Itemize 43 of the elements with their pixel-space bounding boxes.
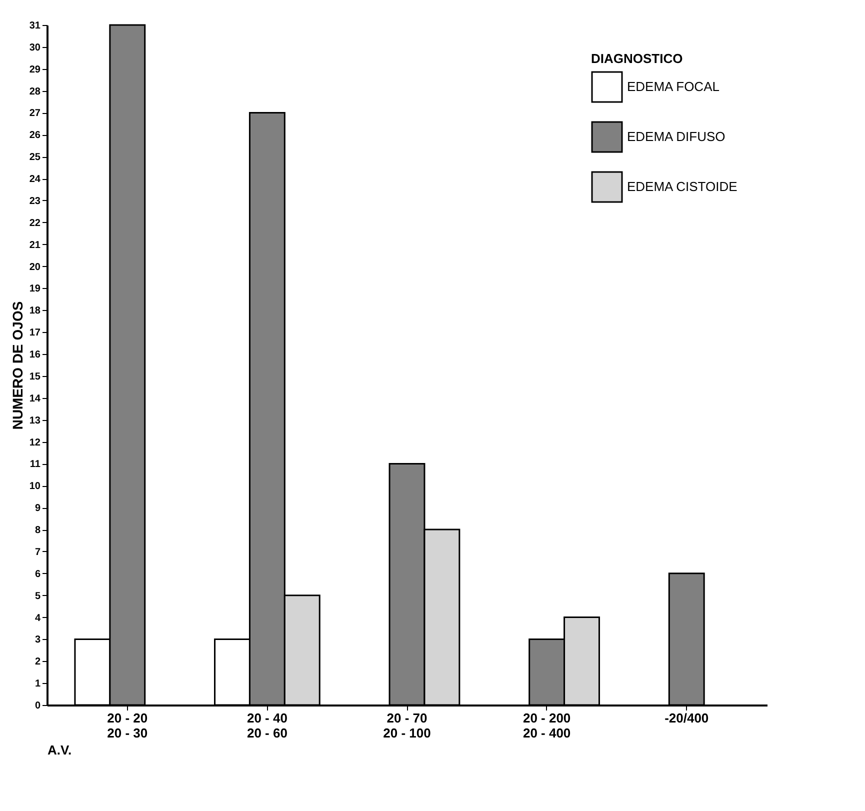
y-tick-label: 14 xyxy=(29,393,41,404)
legend-label: EDEMA FOCAL xyxy=(627,79,720,94)
y-tick-label: 30 xyxy=(29,42,41,54)
y-tick-label: 5 xyxy=(34,590,41,602)
y-tick-label: 18 xyxy=(29,306,41,317)
y-tick-label: 1 xyxy=(34,678,41,690)
y-tick-label: 10 xyxy=(29,481,41,492)
y-tick-label: 13 xyxy=(29,415,41,426)
y-tick-label: 17 xyxy=(29,328,41,339)
y-tick-label: 20 xyxy=(29,262,41,273)
legend-label: EDEMA CISTOIDE xyxy=(627,179,738,194)
y-tick-label: 28 xyxy=(29,86,41,98)
y-tick-label: 22 xyxy=(29,218,41,229)
y-tick-label: 9 xyxy=(34,503,41,514)
y-tick-label: 26 xyxy=(29,130,41,142)
y-tick-label: 6 xyxy=(34,568,41,580)
x-axis-title: A.V. xyxy=(48,742,72,758)
legend-title: DIAGNOSTICO xyxy=(591,51,683,66)
x-tick-label: 20 - 70 20 - 100 xyxy=(383,710,431,740)
y-tick-label: 3 xyxy=(34,634,41,646)
x-tick-label: 20 - 20 20 - 30 xyxy=(107,710,148,740)
x-tick-label: -20/400 xyxy=(664,710,709,726)
y-tick-label: 25 xyxy=(29,152,41,164)
y-tick-label: 21 xyxy=(29,240,41,251)
y-tick-label: 24 xyxy=(29,174,41,186)
y-axis-title: NUMERO DE OJOS xyxy=(9,301,26,430)
y-tick-label: 29 xyxy=(29,64,41,76)
y-tick-label: 23 xyxy=(29,196,41,207)
x-tick-label: 20 - 40 20 - 60 xyxy=(246,710,288,740)
y-tick-label: 11 xyxy=(30,459,41,470)
x-tick-label: 20 - 200 20 - 400 xyxy=(522,710,571,740)
y-tick-label: 12 xyxy=(29,437,41,448)
y-tick-label: 19 xyxy=(29,284,41,295)
y-tick-label: 0 xyxy=(34,700,41,712)
y-tick-label: 15 xyxy=(29,371,41,382)
y-tick-label: 7 xyxy=(34,546,41,558)
legend-label: EDEMA DIFUSO xyxy=(627,129,726,144)
y-tick-label: 2 xyxy=(34,656,41,668)
y-tick-label: 8 xyxy=(34,525,41,536)
y-tick-label: 4 xyxy=(34,612,41,624)
y-tick-label: 31 xyxy=(29,20,41,32)
y-tick-label: 27 xyxy=(29,108,41,120)
y-tick-label: 16 xyxy=(29,350,41,361)
